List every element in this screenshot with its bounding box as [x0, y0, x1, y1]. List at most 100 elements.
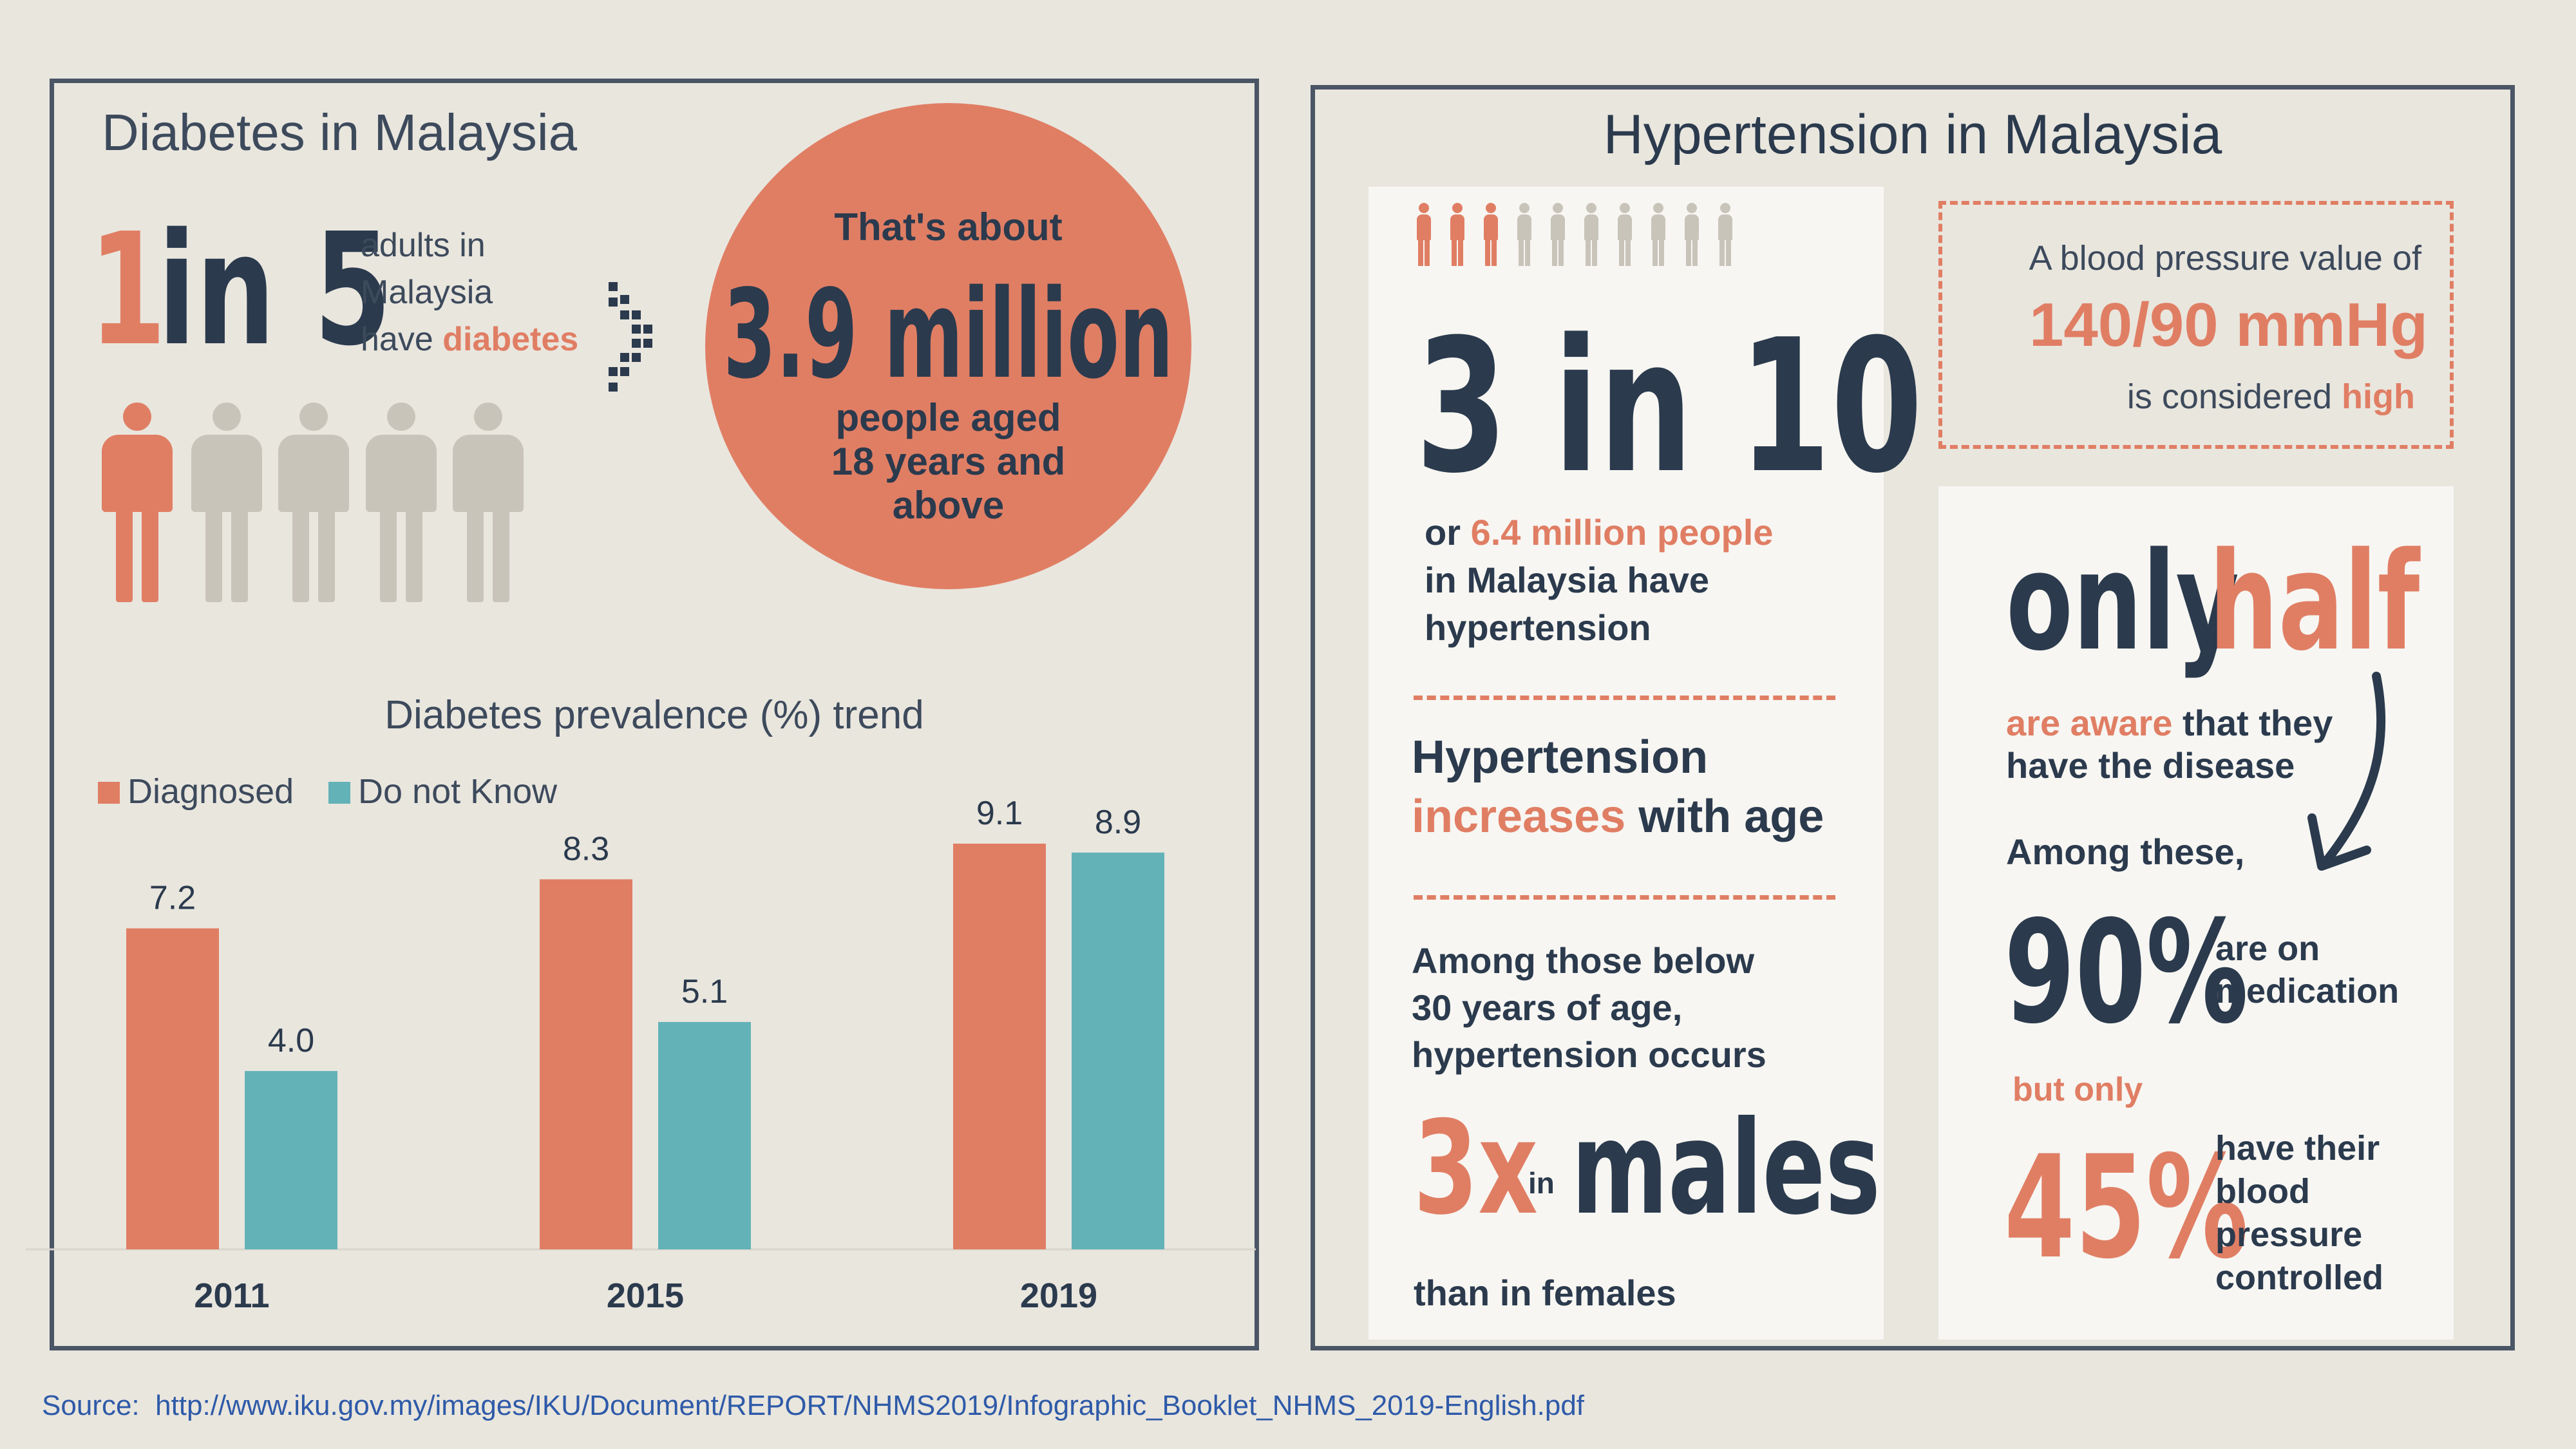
bar-do-not-know-2011 — [245, 1071, 337, 1249]
desc-line-3: have diabetes — [361, 316, 578, 363]
ratio-rest: in 5 — [158, 200, 392, 380]
hypertension-panel — [1311, 85, 2515, 1350]
below-line-1: Among those below — [1412, 940, 1754, 981]
diabetes-word: diabetes — [442, 321, 579, 358]
small-person-icon — [1718, 203, 1732, 267]
pct-45: 45% — [2004, 1125, 2249, 1290]
bp-value: 140/90 mmHg — [2029, 290, 2428, 359]
stat-line-1: or 6.4 million people — [1425, 509, 1773, 556]
age-statement: Hypertension increases with age — [1412, 728, 1824, 846]
hypertension-ratio: 3 in 10 — [1416, 300, 1923, 514]
aware-word: are aware — [2006, 703, 2173, 743]
bar-diagnosed-2011 — [126, 928, 219, 1249]
circle-big-number: 3.9 million — [705, 264, 1191, 406]
person-icon — [366, 402, 437, 602]
small-person-icon-highlighted — [1450, 203, 1464, 267]
diabetes-panel — [50, 79, 1259, 1350]
diabetes-description: adults in Malaysia have diabetes — [361, 222, 578, 363]
below-line-2: 30 years of age, — [1412, 987, 1683, 1028]
med-line-1: are on — [2215, 929, 2320, 968]
bp-line-3-prefix: is considered — [2126, 377, 2342, 416]
prevalence-bar-chart: 7.2 4.0 2011 8.3 5.1 2015 9.1 8.9 2019 — [26, 795, 1256, 1315]
source-line: Source: http://www.iku.gov.my/images/IKU… — [42, 1390, 1584, 1422]
stat-line-3: hypertension — [1425, 607, 1651, 648]
aware-rest: that they — [2172, 703, 2333, 743]
circle-line-3: 18 years and — [831, 440, 1066, 483]
medication-text: are on medication — [2215, 927, 2399, 1012]
ctrl-line-3: pressure — [2215, 1215, 2363, 1254]
million-circle — [705, 103, 1191, 589]
legend-swatch-diagnosed — [98, 782, 120, 804]
controlled-text: have their blood pressure controlled — [2215, 1127, 2383, 1300]
small-person-icon-highlighted — [1484, 203, 1498, 267]
bar-do-not-know-2019 — [1072, 852, 1164, 1249]
divider-2 — [1414, 895, 1835, 900]
high-word: high — [2342, 377, 2415, 416]
small-person-icon — [1651, 203, 1665, 267]
small-person-icon — [1584, 203, 1598, 267]
circle-line-1: That's about — [834, 205, 1063, 249]
desc-line-3-prefix: have — [361, 321, 443, 358]
small-person-icon — [1685, 203, 1699, 267]
million-people: 6.4 million people — [1470, 512, 1774, 553]
aware-line-2: have the disease — [2006, 745, 2295, 786]
small-person-icon-highlighted — [1417, 203, 1431, 267]
bar-do-not-know-2015 — [658, 1021, 751, 1249]
small-person-icon — [1618, 203, 1632, 267]
legend-swatch-do-not-know — [328, 782, 350, 804]
or-prefix: or — [1425, 512, 1471, 553]
divider-1 — [1414, 696, 1835, 700]
below-30-text: Among those below 30 years of age, hyper… — [1412, 937, 1766, 1078]
ratio-one: 1 — [89, 200, 167, 380]
person-icon-highlighted — [102, 402, 173, 602]
category-label: 2011 — [194, 1276, 269, 1315]
small-person-icon — [1517, 203, 1531, 267]
bp-line-1: A blood pressure value of — [2029, 239, 2421, 278]
circle-line-4: above — [892, 484, 1005, 527]
diabetes-title: Diabetes in Malaysia — [102, 104, 578, 161]
category-label: 2015 — [607, 1276, 684, 1315]
bottom-right-card — [1938, 486, 2454, 1340]
small-person-icon — [1551, 203, 1565, 267]
med-line-2: medication — [2215, 972, 2400, 1010]
circle-line-2: people aged — [835, 396, 1061, 439]
pct-90: 90% — [2004, 890, 2249, 1055]
ctrl-line-4: controlled — [2215, 1258, 2384, 1297]
data-label: 8.9 — [1095, 804, 1141, 841]
ctrl-line-2: blood — [2215, 1172, 2310, 1211]
stat-line-2: in Malaysia have — [1425, 560, 1710, 600]
data-label: 5.1 — [681, 973, 728, 1010]
males-word: males — [1571, 1094, 1880, 1244]
small-people-row — [1417, 203, 1777, 274]
aware-text: are aware that they have the disease — [2006, 702, 2333, 787]
aware-line-1: are aware that they — [2006, 702, 2333, 744]
data-label: 9.1 — [976, 795, 1023, 832]
hypertension-title: Hypertension in Malaysia — [1603, 104, 2222, 166]
curved-arrow-icon — [2307, 672, 2386, 871]
three-x: 3x — [1414, 1094, 1539, 1244]
data-label: 4.0 — [268, 1022, 314, 1059]
desc-line-1: adults in — [361, 227, 486, 264]
circle-big-text: 3.9 million — [723, 263, 1173, 406]
data-label: 8.3 — [563, 830, 609, 867]
bar-diagnosed-2019 — [953, 844, 1046, 1249]
desc-line-2: Malaysia — [361, 274, 493, 311]
than-females: than in females — [1414, 1273, 1676, 1313]
below-line-3: hypertension occurs — [1412, 1034, 1766, 1075]
only-word: only — [2006, 523, 2239, 681]
source-url[interactable]: http://www.iku.gov.my/images/IKU/Documen… — [155, 1390, 1585, 1421]
age-title: Hypertension — [1412, 732, 1709, 783]
bar-diagnosed-2015 — [540, 879, 632, 1249]
data-label: 7.2 — [149, 880, 196, 917]
left-card — [1368, 187, 1884, 1340]
circle-caption: people aged 18 years and above — [705, 396, 1191, 527]
person-icon — [278, 402, 349, 602]
chart-title: Diabetes prevalence (%) trend — [384, 693, 924, 737]
but-only: but only — [2012, 1071, 2143, 1108]
pixel-arrow-icon — [609, 282, 673, 398]
person-icon — [191, 402, 262, 602]
source-label: Source: — [42, 1390, 140, 1421]
among-these: Among these, — [2006, 831, 2245, 872]
legend-label-diagnosed: Diagnosed — [128, 772, 294, 811]
legend-label-do-not-know: Do not Know — [358, 772, 558, 811]
